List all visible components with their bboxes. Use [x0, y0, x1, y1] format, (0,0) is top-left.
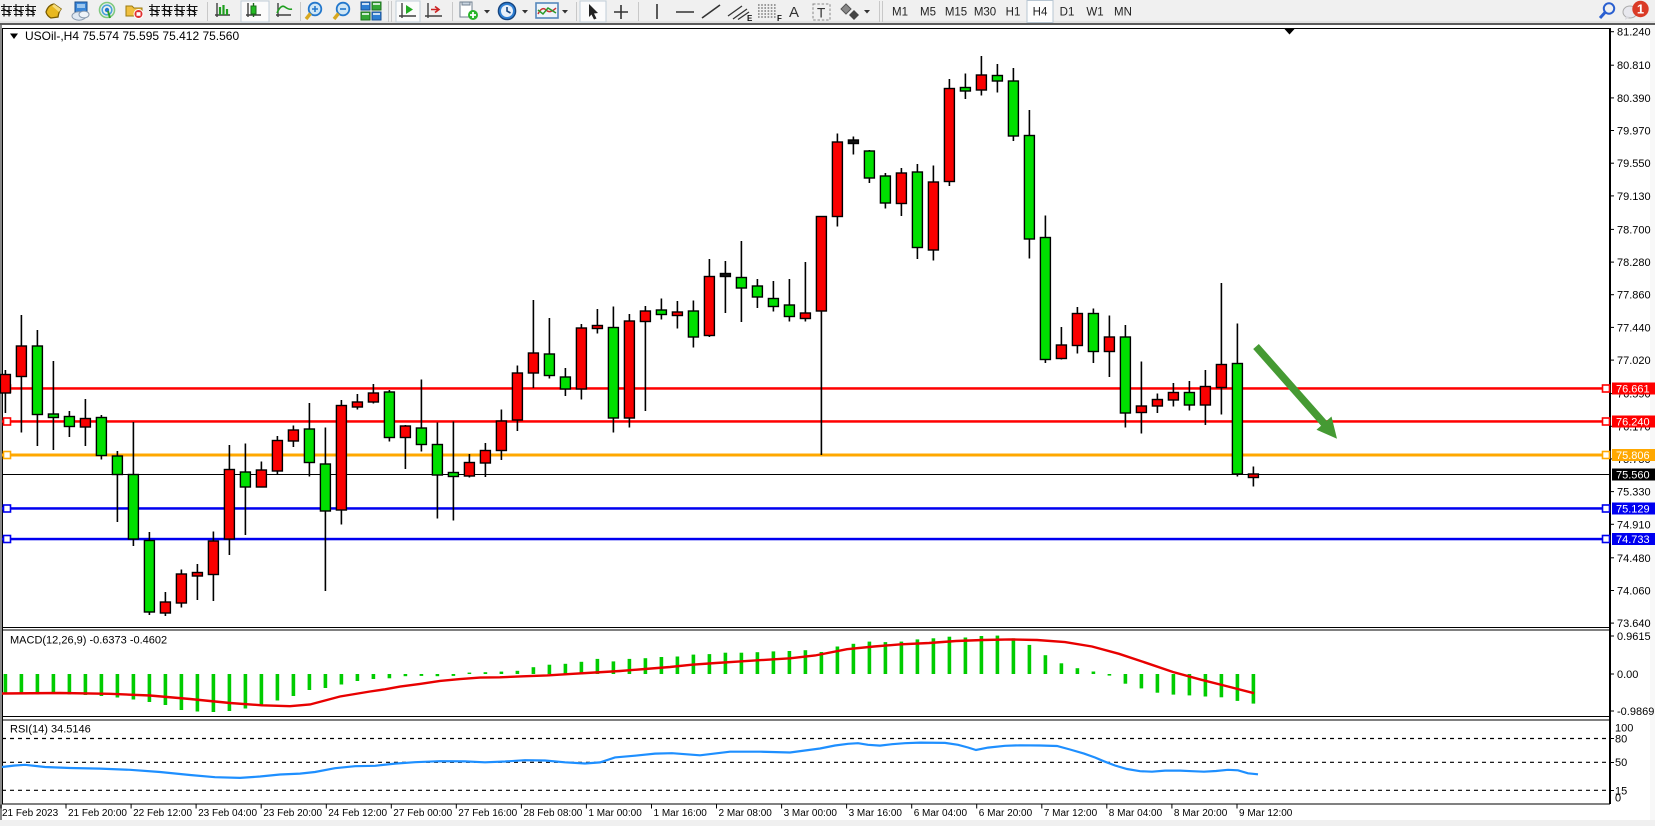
svg-text:21 Feb 20:00: 21 Feb 20:00 [68, 808, 127, 819]
svg-text:75.560: 75.560 [1616, 470, 1650, 482]
svg-text:M15: M15 [945, 7, 967, 19]
svg-text:80: 80 [1615, 734, 1627, 746]
svg-text:74.060: 74.060 [1617, 586, 1651, 598]
svg-text:79.550: 79.550 [1617, 158, 1651, 170]
svg-text:0.00: 0.00 [1617, 669, 1638, 681]
svg-text:15: 15 [1615, 785, 1627, 797]
svg-text:3 Mar 16:00: 3 Mar 16:00 [849, 808, 903, 819]
svg-text:76.661: 76.661 [1616, 384, 1650, 396]
svg-text:A: A [789, 4, 799, 21]
svg-text:1: 1 [1637, 2, 1644, 17]
svg-text:73.640: 73.640 [1617, 618, 1651, 630]
svg-text:27 Feb 00:00: 27 Feb 00:00 [393, 808, 452, 819]
svg-text:76.240: 76.240 [1616, 417, 1650, 429]
svg-text:78.280: 78.280 [1617, 257, 1651, 269]
svg-text:M1: M1 [892, 7, 908, 19]
svg-text:H1: H1 [1006, 7, 1021, 19]
svg-text:2 Mar 08:00: 2 Mar 08:00 [719, 808, 773, 819]
svg-text:MACD(12,26,9) -0.6373 -0.4602: MACD(12,26,9) -0.6373 -0.4602 [10, 635, 167, 647]
svg-text:6 Mar 04:00: 6 Mar 04:00 [914, 808, 968, 819]
svg-text:75.806: 75.806 [1616, 450, 1650, 462]
svg-text:0.9615: 0.9615 [1617, 631, 1651, 643]
svg-text:77.020: 77.020 [1617, 355, 1651, 367]
svg-text:80.390: 80.390 [1617, 93, 1651, 105]
svg-text:79.970: 79.970 [1617, 126, 1651, 138]
svg-text:77.860: 77.860 [1617, 290, 1651, 302]
svg-text:MN: MN [1114, 7, 1132, 19]
svg-text:79.130: 79.130 [1617, 191, 1651, 203]
svg-text:0: 0 [1615, 792, 1621, 804]
svg-text:75.330: 75.330 [1617, 487, 1651, 499]
svg-text:77.440: 77.440 [1617, 322, 1651, 334]
svg-text:24 Feb 12:00: 24 Feb 12:00 [328, 808, 387, 819]
svg-text:27 Feb 16:00: 27 Feb 16:00 [458, 808, 517, 819]
svg-text:23 Feb 04:00: 23 Feb 04:00 [198, 808, 257, 819]
svg-text:74.480: 74.480 [1617, 553, 1651, 565]
svg-text:H4: H4 [1033, 7, 1048, 19]
svg-text:81.240: 81.240 [1617, 27, 1651, 39]
svg-text:1 Mar 00:00: 1 Mar 00:00 [588, 808, 642, 819]
svg-text:75.129: 75.129 [1616, 504, 1650, 516]
svg-text:22 Feb 12:00: 22 Feb 12:00 [133, 808, 192, 819]
svg-text:T: T [817, 6, 825, 21]
svg-text:W1: W1 [1086, 7, 1103, 19]
svg-text:F: F [777, 14, 782, 23]
svg-text:78.700: 78.700 [1617, 224, 1651, 236]
svg-text:D1: D1 [1060, 7, 1075, 19]
svg-text:-0.9869: -0.9869 [1617, 706, 1654, 718]
svg-text:7 Mar 12:00: 7 Mar 12:00 [1044, 808, 1098, 819]
svg-text:74.733: 74.733 [1616, 534, 1650, 546]
svg-text:8 Mar 04:00: 8 Mar 04:00 [1109, 808, 1163, 819]
svg-text:23 Feb 20:00: 23 Feb 20:00 [263, 808, 322, 819]
svg-text:M5: M5 [920, 7, 936, 19]
svg-text:9 Mar 12:00: 9 Mar 12:00 [1239, 808, 1293, 819]
svg-text:8 Mar 20:00: 8 Mar 20:00 [1174, 808, 1228, 819]
svg-text:3 Mar 00:00: 3 Mar 00:00 [784, 808, 838, 819]
svg-text:M30: M30 [974, 7, 996, 19]
svg-text:1 Mar 16:00: 1 Mar 16:00 [654, 808, 708, 819]
svg-text:100: 100 [1615, 722, 1633, 734]
svg-text:6 Mar 20:00: 6 Mar 20:00 [979, 808, 1033, 819]
svg-text:74.910: 74.910 [1617, 519, 1651, 531]
svg-text:E: E [747, 14, 753, 23]
svg-text:50: 50 [1615, 757, 1627, 769]
svg-text:21 Feb 2023: 21 Feb 2023 [2, 808, 59, 819]
svg-text:28 Feb 08:00: 28 Feb 08:00 [523, 808, 582, 819]
svg-text:80.810: 80.810 [1617, 60, 1651, 72]
svg-text:RSI(14) 34.5146: RSI(14) 34.5146 [10, 724, 91, 736]
svg-text:USOil-,H4 75.574 75.595 75.41: USOil-,H4 75.574 75.595 75.412 75.560 [25, 29, 239, 43]
